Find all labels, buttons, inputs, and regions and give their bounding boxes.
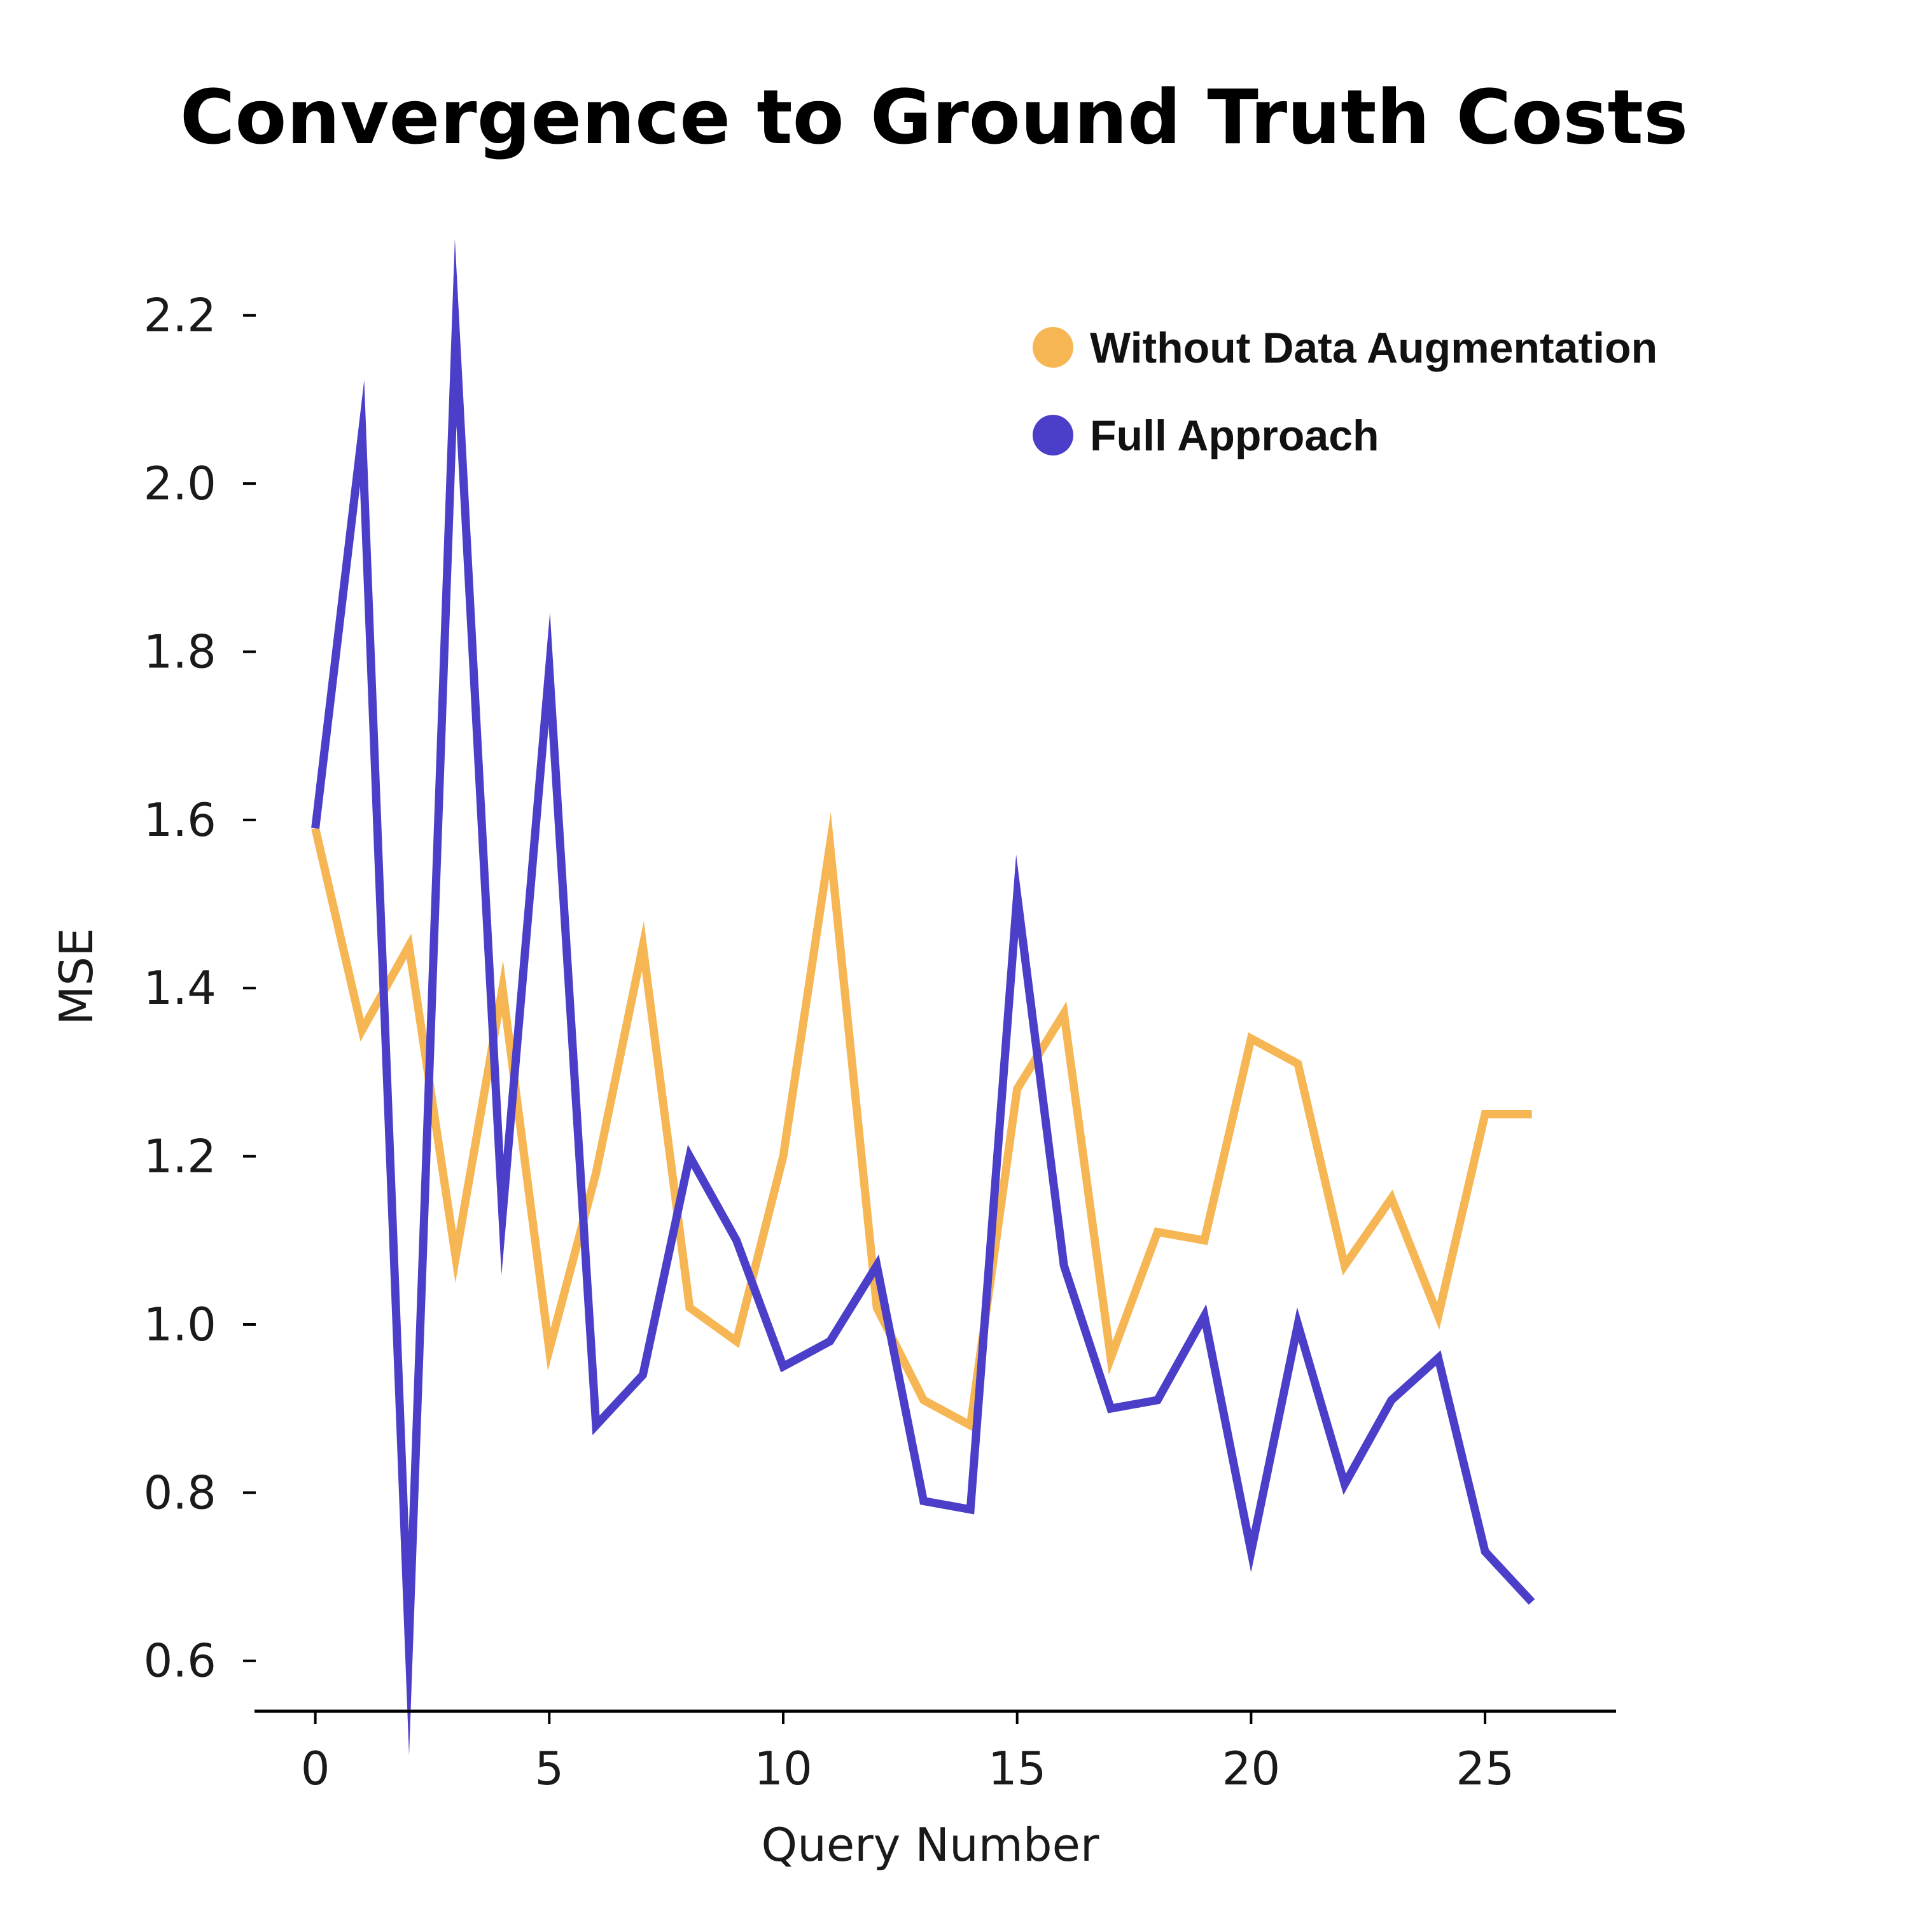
y-tick-label-2.2: 2.2 bbox=[143, 289, 216, 342]
x-ticks: 0 5 10 15 20 25 bbox=[301, 1711, 1514, 1795]
y-ticks: 0.6 0.8 1.0 1.2 1.4 1.6 1.8 2.0 2.2 bbox=[143, 289, 256, 1688]
y-tick-label-2.0: 2.0 bbox=[143, 457, 216, 510]
x-tick-label-25: 25 bbox=[1456, 1742, 1514, 1795]
legend-swatch-full-approach bbox=[1033, 415, 1073, 455]
y-axis-label: MSE bbox=[50, 928, 103, 1025]
y-tick-label-1.8: 1.8 bbox=[143, 625, 216, 678]
y-tick-label-1.0: 1.0 bbox=[143, 1298, 216, 1351]
legend-label-full-approach: Full Approach bbox=[1090, 412, 1379, 460]
y-tick-label-1.2: 1.2 bbox=[143, 1130, 216, 1183]
y-tick-label-0.6: 0.6 bbox=[143, 1634, 216, 1688]
legend: Without Data Augmentation Full Approach bbox=[1033, 324, 1657, 460]
legend-item-full-approach: Full Approach bbox=[1033, 412, 1379, 460]
legend-swatch-without-data-augmentation bbox=[1033, 327, 1073, 368]
y-tick-label-0.8: 0.8 bbox=[143, 1466, 216, 1519]
y-tick-label-1.4: 1.4 bbox=[143, 961, 216, 1015]
legend-item-without-data-augmentation: Without Data Augmentation bbox=[1033, 324, 1657, 372]
plot-area bbox=[311, 239, 1535, 1756]
x-axis-label: Query Number bbox=[762, 1818, 1099, 1872]
x-axis: 0 5 10 15 20 25 bbox=[254, 1709, 1616, 1795]
x-tick-label-5: 5 bbox=[534, 1742, 564, 1795]
y-tick-label-1.6: 1.6 bbox=[143, 793, 216, 847]
y-axis: 0.6 0.8 1.0 1.2 1.4 1.6 1.8 2.0 2.2 bbox=[143, 289, 256, 1688]
legend-label-without-data-augmentation: Without Data Augmentation bbox=[1090, 324, 1657, 372]
x-tick-label-10: 10 bbox=[754, 1742, 812, 1795]
x-tick-label-20: 20 bbox=[1222, 1742, 1281, 1795]
series-line-full-approach bbox=[311, 239, 1535, 1756]
x-tick-label-0: 0 bbox=[301, 1742, 330, 1795]
x-tick-label-15: 15 bbox=[988, 1742, 1047, 1795]
series-line-without-data-augmentation bbox=[311, 812, 1532, 1432]
chart-title: Convergence to Ground Truth Costs bbox=[180, 73, 1688, 161]
